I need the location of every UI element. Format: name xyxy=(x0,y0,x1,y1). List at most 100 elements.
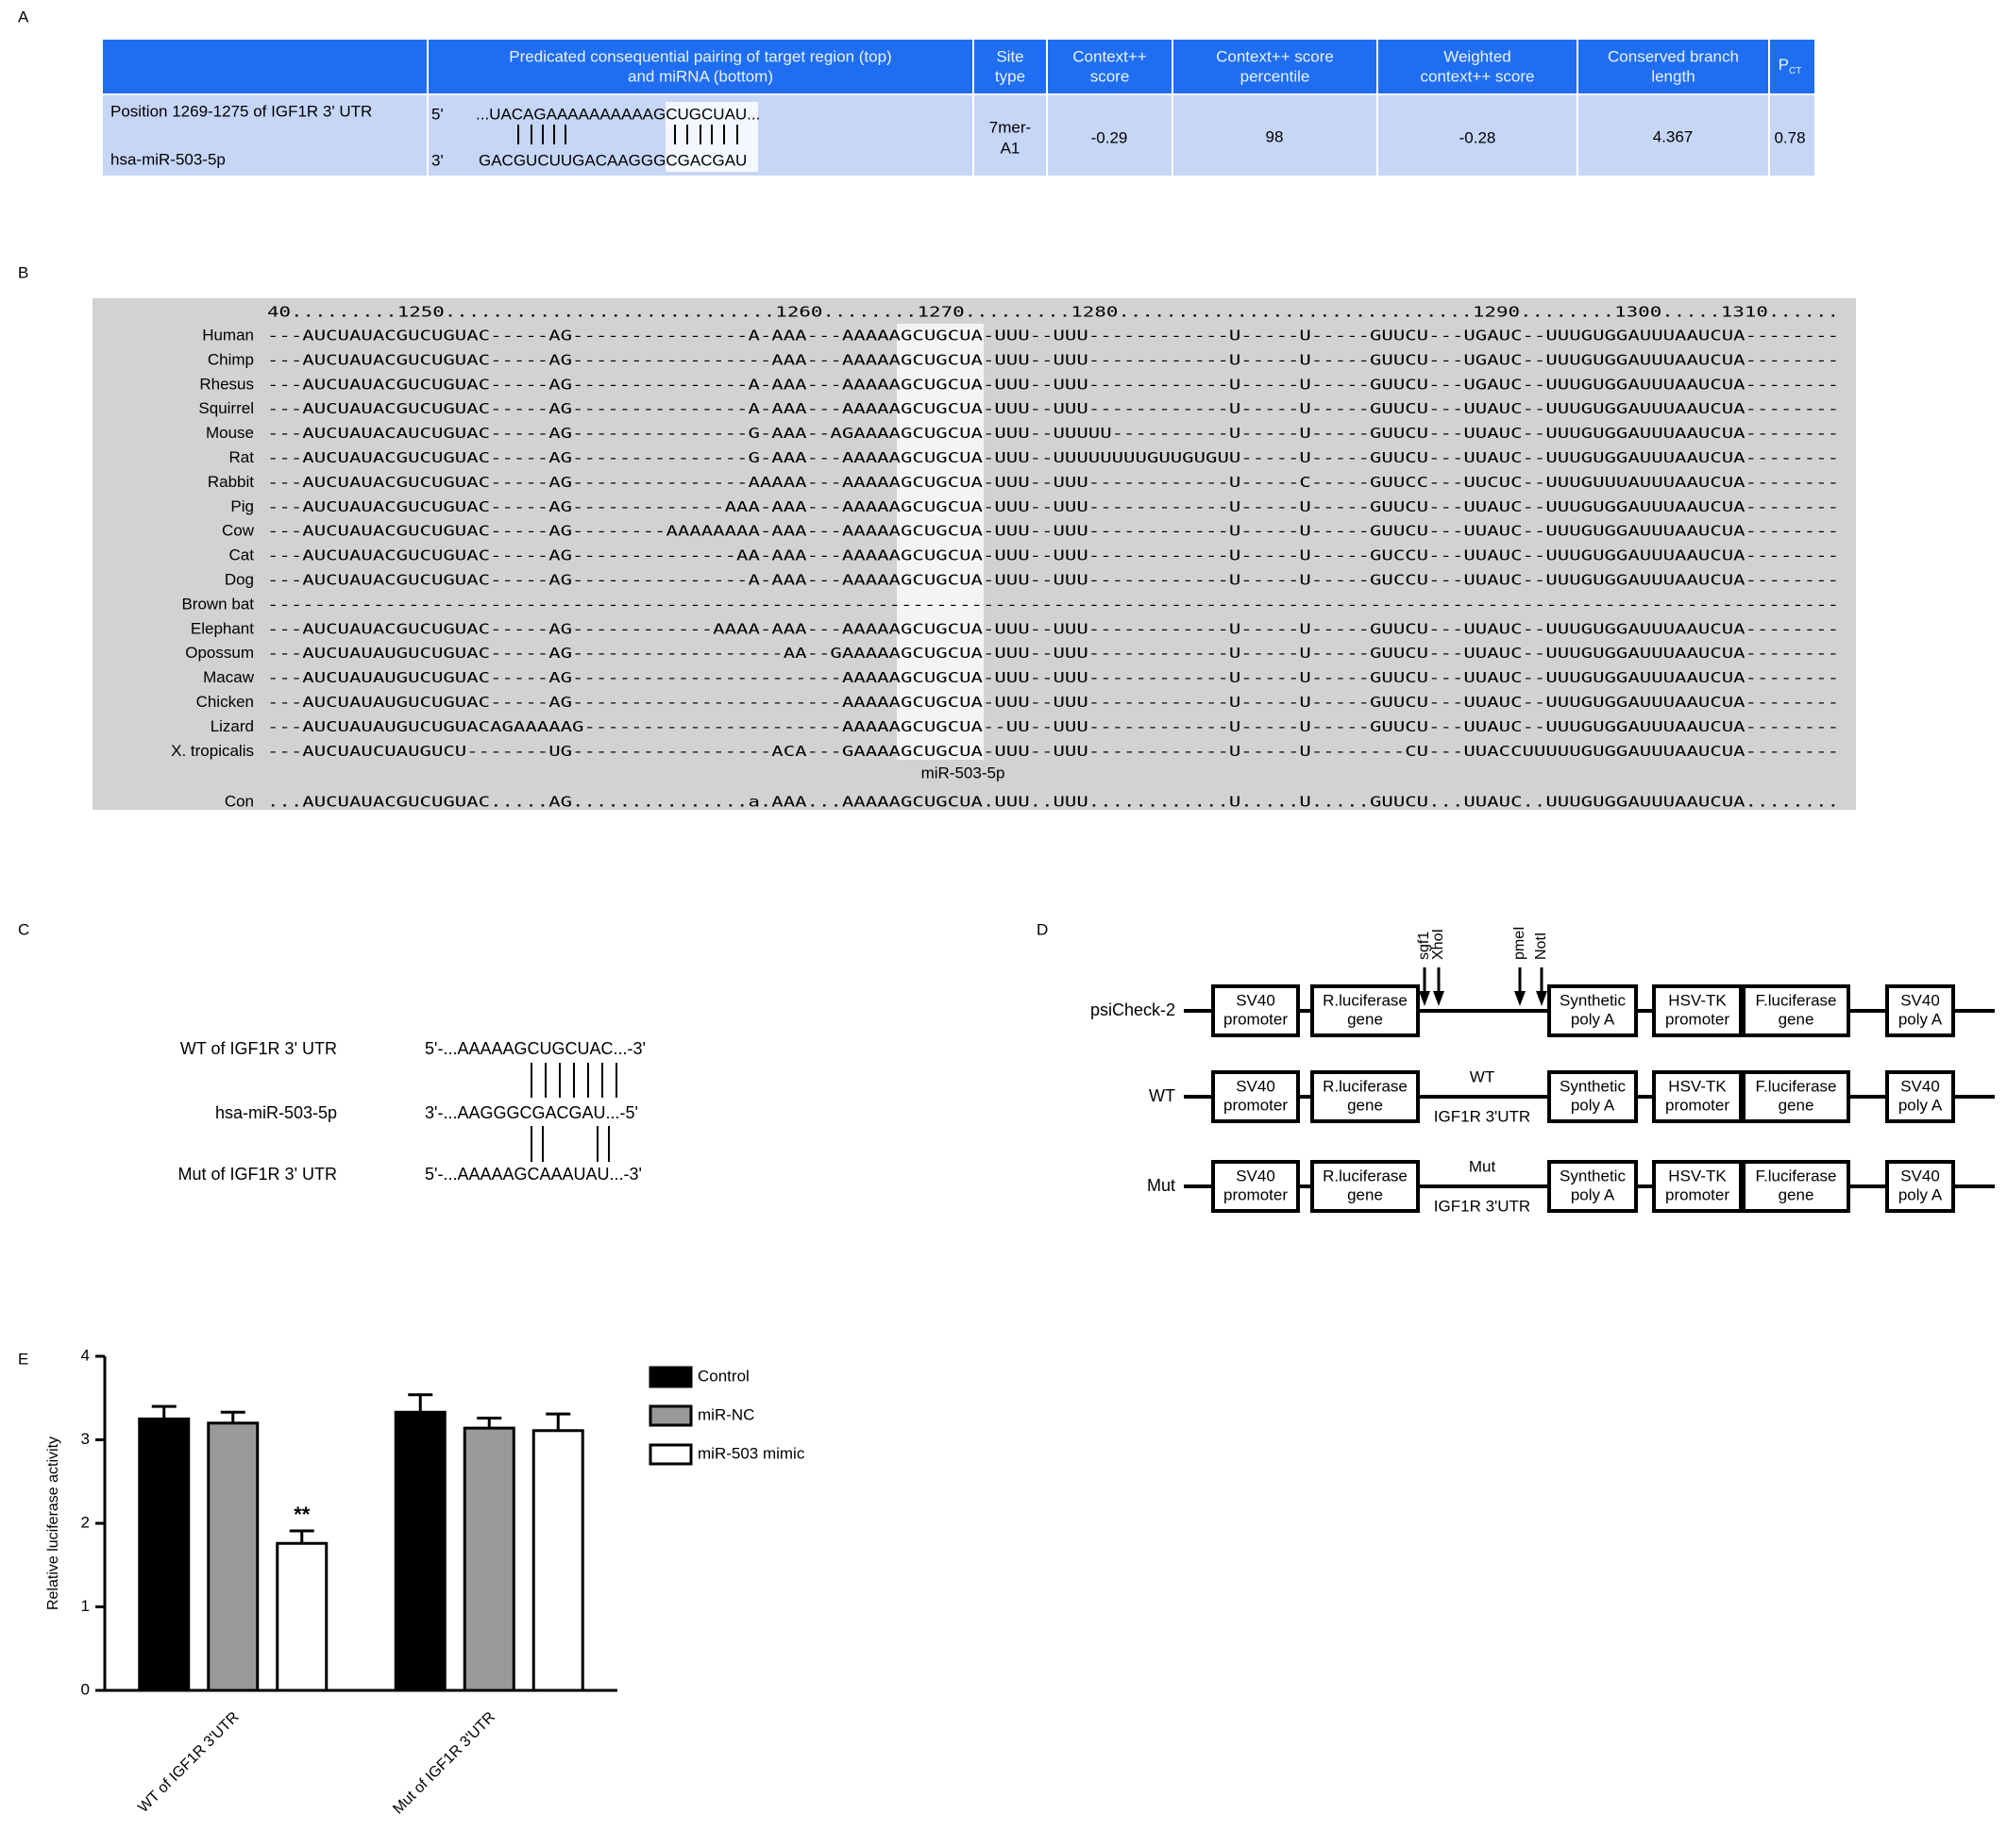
error-bar xyxy=(408,1393,433,1413)
insert-label: IGF1R 3'UTR xyxy=(1434,1107,1530,1125)
species-name: X. tropicalis xyxy=(171,742,254,760)
species-name: Rat xyxy=(229,448,255,466)
error-bar xyxy=(289,1529,314,1544)
arrow-head xyxy=(1433,991,1444,1006)
header-text: score xyxy=(1090,67,1130,85)
element-label: promoter xyxy=(1223,1185,1288,1203)
header-cell xyxy=(427,38,974,95)
cell-text: -0.28 xyxy=(1459,128,1496,146)
element-label: R.luciferase xyxy=(1323,991,1408,1009)
element-label: poly A xyxy=(1571,1096,1615,1114)
header-cell xyxy=(1376,38,1578,95)
element-label: Synthetic xyxy=(1560,1167,1626,1184)
header-text: P xyxy=(1779,56,1789,74)
element-box xyxy=(1310,1070,1420,1123)
element-label: SV40 xyxy=(1900,1077,1940,1095)
header-cell xyxy=(101,38,429,95)
legend-label: miR-NC xyxy=(698,1405,754,1423)
cell-text: 4.367 xyxy=(1653,127,1694,145)
site-label: NotI xyxy=(1533,932,1549,960)
cell-text: Position 1269-1275 of IGF1R 3' UTR xyxy=(110,102,372,120)
element-label: gene xyxy=(1347,1010,1383,1028)
element-box xyxy=(1211,1160,1300,1213)
header-text: percentile xyxy=(1240,67,1310,85)
cell-text: 7mer- xyxy=(989,118,1031,136)
species-name: Cat xyxy=(229,546,255,564)
error-bar xyxy=(546,1412,571,1431)
element-box xyxy=(1742,1070,1850,1123)
element-box xyxy=(1885,984,1955,1037)
element-box xyxy=(1742,1160,1850,1213)
species-name: Opossum xyxy=(185,644,254,662)
alignment-row: ----------------------------------------… xyxy=(267,596,1839,613)
insert-label: IGF1R 3'UTR xyxy=(1434,1197,1530,1215)
element-label: HSV-TK xyxy=(1668,1167,1727,1184)
y-tick-label: 4 xyxy=(81,1346,90,1364)
alignment-row: ---AUCUAUCUAUGUCU-------UG--------------… xyxy=(267,743,1839,760)
element-box xyxy=(1885,1160,1955,1213)
row-sequence: 5'-...AAAAAGCUGCUAC...-3' xyxy=(425,1039,646,1058)
species-name: Chimp xyxy=(208,350,254,368)
element-label: gene xyxy=(1347,1185,1383,1203)
legend-swatch xyxy=(649,1366,693,1388)
insert-label: Mut xyxy=(1469,1157,1496,1175)
seed-highlight xyxy=(897,324,984,760)
site-label: pmeI xyxy=(1511,926,1527,960)
header-cell xyxy=(1768,38,1816,95)
panel-label: B xyxy=(18,263,28,281)
row-cell xyxy=(972,93,1048,177)
element-label: SV40 xyxy=(1236,991,1275,1009)
header-cell xyxy=(1577,38,1770,95)
y-axis-title: Relative luciferase activity xyxy=(45,1436,61,1610)
row-label: WT of IGF1R 3' UTR xyxy=(180,1039,337,1058)
error-bar xyxy=(477,1416,502,1429)
error-bar xyxy=(151,1404,177,1420)
header-text: and miRNA (bottom) xyxy=(628,67,773,85)
cell-text: -0.29 xyxy=(1091,128,1128,146)
alignment-row: ---AUCUAUACGUCUGUAC-----AG--------------… xyxy=(267,547,1839,564)
cell-text: hsa-miR-503-5p xyxy=(110,150,226,168)
species-name: Brown bat xyxy=(181,595,254,613)
panel-b: 40.........1250.........................… xyxy=(93,298,1856,811)
element-label: SV40 xyxy=(1900,991,1940,1009)
construct-label: psiCheck-2 xyxy=(1090,1000,1175,1019)
element-box xyxy=(1310,984,1420,1037)
element-box xyxy=(1652,1070,1743,1123)
row-cell xyxy=(1577,93,1770,177)
species-name: Lizard xyxy=(211,717,254,735)
row-sequence: 5'-...AAAAAGCAAAUAU...-3' xyxy=(425,1165,642,1184)
cell-text: GACGUCUUGACAAGGGCGACGAU xyxy=(479,151,747,169)
header-text: type xyxy=(995,67,1025,85)
alignment-row: ---AUCUAUAUGUCUGUACAGAAAAAG-------------… xyxy=(267,718,1839,735)
legend-swatch xyxy=(649,1443,693,1466)
panel-label: D xyxy=(1037,920,1048,938)
ruler: 40.........1250.........................… xyxy=(267,304,1839,321)
element-label: HSV-TK xyxy=(1668,991,1727,1009)
element-label: R.luciferase xyxy=(1323,1167,1408,1184)
species-name: Mouse xyxy=(206,424,254,442)
alignment-row: ---AUCUAUACGUCUGUAC-----AG-------------A… xyxy=(267,498,1839,515)
element-label: promoter xyxy=(1665,1096,1729,1114)
element-label: SV40 xyxy=(1236,1167,1275,1184)
alignment-row: ---AUCUAUACGUCUGUAC-----AG--------AAAAAA… xyxy=(267,523,1839,540)
species-name: Chicken xyxy=(196,693,254,711)
alignment-row: ---AUCUAUACGUCUGUAC-----AG--------------… xyxy=(267,572,1839,589)
alignment-row: ---AUCUAUAUGUCUGUAC-----AG--------------… xyxy=(267,645,1839,662)
element-label: SV40 xyxy=(1236,1077,1275,1095)
species-name: Pig xyxy=(230,497,254,515)
header-text: PCT xyxy=(1779,56,1802,76)
element-box xyxy=(1211,1070,1300,1123)
alignment-row: ---AUCUAUAUGUCUGUAC-----AG--------------… xyxy=(267,694,1839,711)
construct-label: WT xyxy=(1149,1086,1175,1105)
alignment-row: ---AUCUAUACGUCUGUAC-----AG--------------… xyxy=(267,400,1839,417)
y-tick-label: 1 xyxy=(81,1597,90,1615)
element-box xyxy=(1742,984,1850,1037)
panel-c: WT of IGF1R 3' UTR 5'-...AAAAAGCUGCUAC...… xyxy=(178,1039,646,1184)
element-label: HSV-TK xyxy=(1668,1077,1727,1095)
row-cell xyxy=(1172,93,1378,177)
panel-label: E xyxy=(18,1350,28,1368)
bar xyxy=(138,1417,191,1692)
header-text: length xyxy=(1651,67,1695,85)
bar xyxy=(394,1410,447,1692)
element-label: gene xyxy=(1779,1185,1814,1203)
